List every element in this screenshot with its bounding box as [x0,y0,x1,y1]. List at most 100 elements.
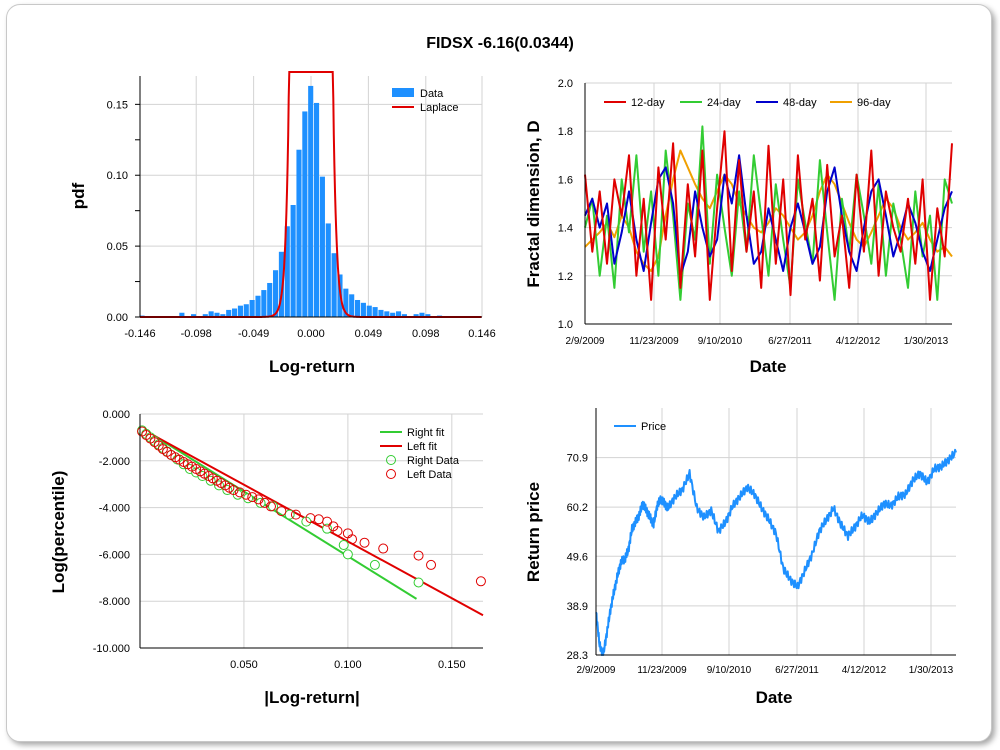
fractal-xtick-label: 11/23/2009 [629,336,679,347]
pdf-xtick-label: 0.146 [468,328,496,340]
tail-ytick-label: -6.000 [99,549,130,561]
fractal-ytick-label: 1.0 [558,319,573,331]
pdf-bar [249,299,255,317]
pdf-bar [202,314,208,317]
pdf-ytick-label: 0.00 [107,312,128,324]
pdf-bar [267,282,273,317]
right-data-point [342,549,353,560]
pdf-bar [237,305,243,317]
left-data-point [241,489,252,500]
fractal-ylabel: Fractal dimension, D [524,120,543,287]
pdf-xtick-label: -0.098 [181,328,212,340]
tail-xlabel: |Log-return| [264,688,359,707]
fractal-ytick-label: 1.4 [558,223,573,235]
legend-left-data-label: Left Data [407,469,453,481]
pdf-ytick-label: 0.05 [107,241,128,253]
right-data-point [413,577,424,588]
series-line-48-day [584,154,953,277]
left-data-point [378,543,389,554]
pdf-ytick-label: 0.10 [107,170,128,182]
left-data-point [265,501,276,512]
legend-left-data-swatch [386,469,396,479]
price-xtick-label: 4/12/2012 [842,665,887,676]
pdf-xtick-label: -0.049 [238,328,269,340]
legend-24-day-label: 24-day [707,97,741,109]
price-chart: 2/9/2009 11/23/2009 9/10/2010 6/27/2011 4/12… [567,408,957,676]
tail-ytick-label: -2.000 [99,456,130,468]
legend-data-swatch [392,88,414,97]
pdf-bar [214,312,220,317]
left-data-point [413,550,424,561]
price-ytick-label: 28.3 [567,650,588,662]
pdf-xtick-label: 0.049 [355,328,383,340]
price-ytick-label: 60.2 [567,502,588,514]
pdf-bar [349,294,355,317]
price-ytick-label: 70.9 [567,453,588,465]
pdf-bar [208,311,214,317]
legend-12-day-label: 12-day [631,97,665,109]
left-data-point [259,497,270,508]
left-data-point [305,513,316,524]
pdf-bar [296,149,302,317]
tail-xtick-label: 0.050 [230,659,258,671]
pdf-bar [278,251,284,317]
fractal-xtick-label: 6/27/2011 [768,336,812,347]
pdf-bar [384,311,390,317]
price-xtick-label: 11/23/2009 [637,665,687,676]
left-data-point [247,492,258,503]
fractal-ytick-label: 2.0 [558,78,573,90]
page-title: FIDSX -6.16(0.0344) [426,35,574,52]
pdf-bar [302,111,308,317]
legend-right-data-swatch [386,455,396,465]
tail-chart: 0.050 0.100 0.150 0.000 -2.000 -4.000 -6.000 -8… [93,409,486,671]
left-data-point [347,534,358,545]
price-ytick-label: 49.6 [567,551,588,563]
fractal-ytick-label: 1.2 [558,271,573,283]
tail-ytick-label: -4.000 [99,503,130,515]
pdf-bar [354,299,361,317]
pdf-bar [425,314,431,317]
price-xtick-label: 1/30/2013 [909,665,954,676]
left-data-point [228,485,239,496]
price-xlabel: Date [756,688,793,707]
fractal-xtick-label: 1/30/2013 [904,336,949,347]
left-data-point [253,494,264,505]
pdf-bar [261,290,267,317]
pdf-bar [378,309,384,317]
price-ytick-label: 38.9 [567,601,588,613]
pdf-bar [179,312,185,317]
pdf-bar [366,305,372,317]
tail-xtick-label: 0.100 [334,659,362,671]
legend-price-label: Price [641,421,666,433]
pdf-ytick-label: 0.15 [107,99,128,111]
tail-ytick-label: 0.000 [102,409,130,421]
right-data-point [268,501,279,512]
fractal-ytick-label: 1.6 [558,174,573,186]
left-data-point [332,526,343,536]
legend-48-day-label: 48-day [783,97,817,109]
left-data-point [313,514,324,525]
pdf-bar [220,314,226,317]
pdf-xtick-label: 0.098 [412,328,440,340]
fractal-xtick-label: 9/10/2010 [698,336,743,347]
tail-xtick-label: 0.150 [438,659,466,671]
fractal-xtick-label: 4/12/2012 [836,336,881,347]
pdf-bar [319,176,325,317]
pdf-bar [360,302,366,317]
legend-laplace-label: Laplace [420,102,459,114]
pdf-bar [284,226,290,317]
pdf-bar [395,311,402,317]
right-data-point [369,559,380,570]
pdf-bar [273,270,279,317]
pdf-bar [314,102,320,317]
pdf-xtick-label: 0.000 [297,328,325,340]
fractal-chart: 2/9/2009 11/23/2009 9/10/2010 6/27/2011 4/12… [558,78,953,347]
price-xtick-label: 6/27/2011 [775,665,819,676]
left-data-point [475,576,486,587]
left-data-point [359,537,370,548]
series-line-12-day [584,130,953,301]
pdf-bar [413,314,419,317]
tail-ytick-label: -8.000 [99,596,130,608]
tail-ytick-label: -10.000 [93,643,130,655]
